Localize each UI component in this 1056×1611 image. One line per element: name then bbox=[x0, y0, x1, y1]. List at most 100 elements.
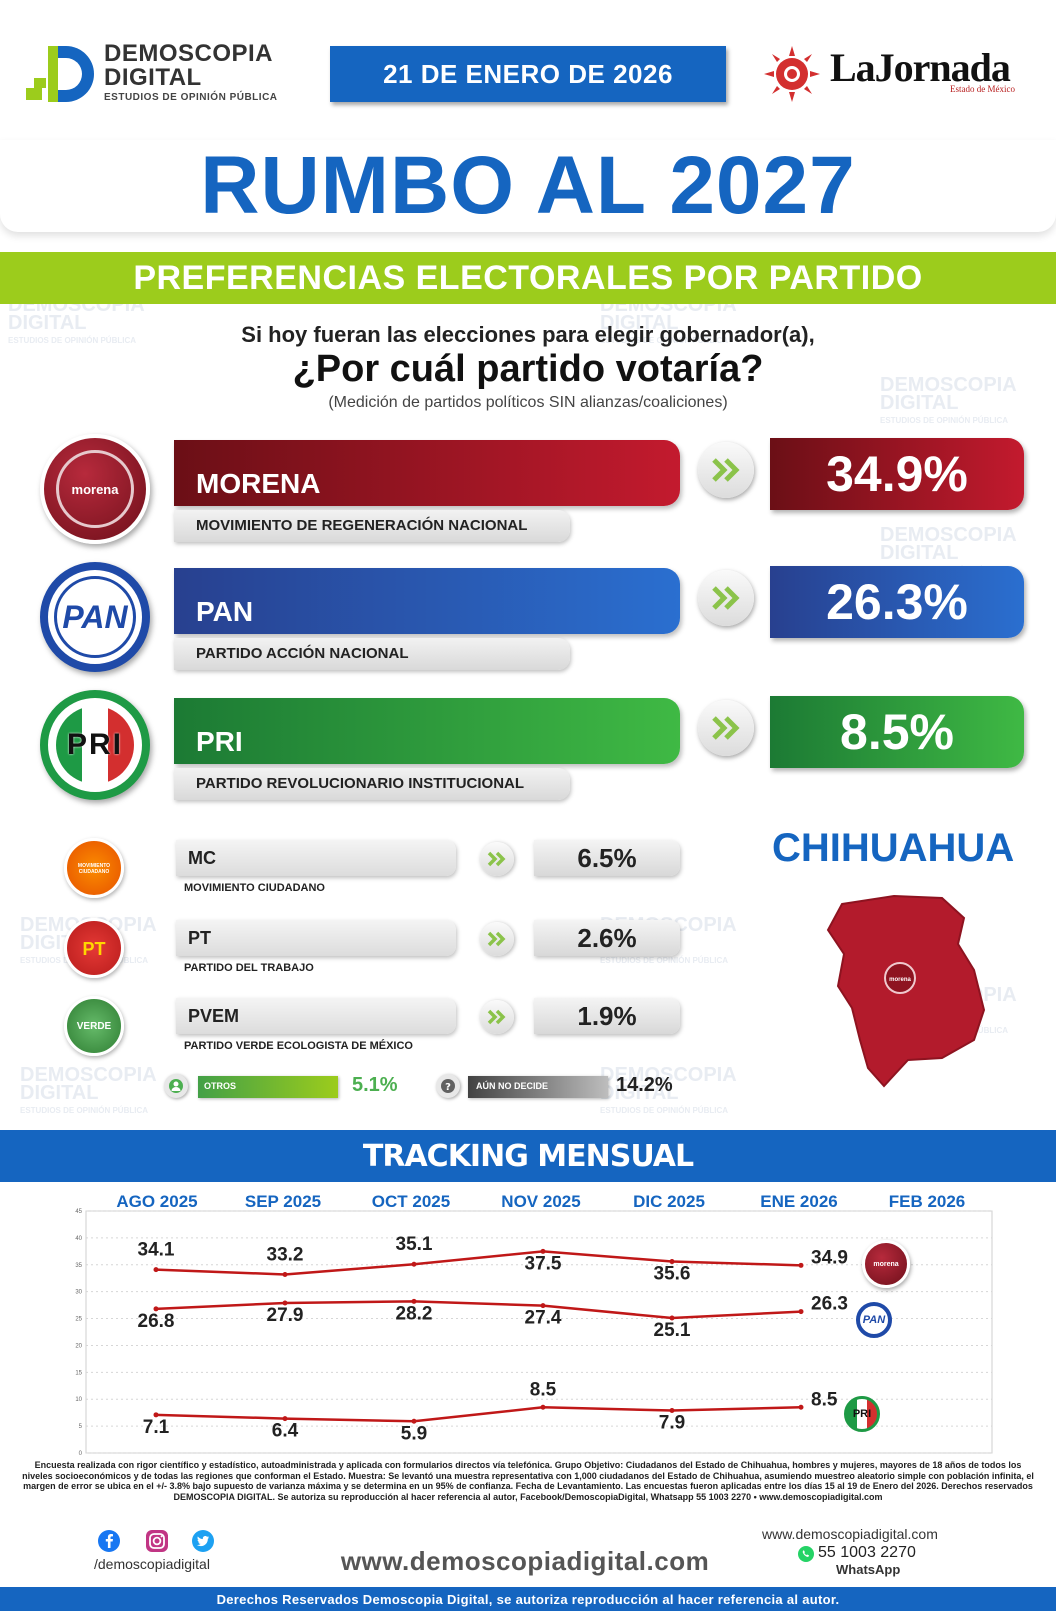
jornada-sun-icon bbox=[764, 46, 820, 102]
question-icon: ? bbox=[436, 1074, 460, 1098]
page-title: RUMBO AL 2027 bbox=[200, 140, 856, 231]
pct-pri: 8.5% bbox=[770, 696, 1024, 768]
bar-pri-name: PARTIDO REVOLUCIONARIO INSTITUCIONAL bbox=[174, 768, 570, 800]
data-label: 7.9 bbox=[659, 1413, 685, 1434]
state-name: CHIHUAHUA bbox=[772, 826, 1015, 870]
partner-sub: Estado de México bbox=[950, 84, 1015, 94]
chevron-right-icon bbox=[480, 842, 514, 876]
data-label: 34.9 bbox=[811, 1247, 848, 1268]
bar-pan-name: PARTIDO ACCIÓN NACIONAL bbox=[174, 638, 570, 670]
series-badge-pan: PAN bbox=[856, 1302, 892, 1338]
series-line-pri bbox=[155, 1406, 802, 1423]
pct-pt: 2.6% bbox=[534, 920, 680, 956]
data-label: 37.5 bbox=[525, 1253, 562, 1274]
pct-pan: 26.3% bbox=[770, 566, 1024, 638]
plot-area bbox=[85, 1210, 993, 1454]
facebook-icon[interactable] bbox=[98, 1530, 120, 1552]
data-label: 26.8 bbox=[138, 1311, 175, 1332]
data-point bbox=[153, 1267, 159, 1273]
mc-logo-icon: MOVIMIENTO CIUDADANO bbox=[64, 838, 124, 898]
pan-logo-icon: PAN bbox=[40, 562, 150, 672]
month-label: FEB 2026 bbox=[888, 1192, 966, 1211]
contact-whatsapp-label: WhatsApp bbox=[836, 1562, 901, 1577]
twitter-icon[interactable] bbox=[192, 1530, 214, 1552]
bar-pan: PAN bbox=[174, 568, 680, 634]
data-label: 27.4 bbox=[525, 1308, 562, 1329]
bar-pt-name: PARTIDO DEL TRABAJO bbox=[184, 962, 314, 974]
series-badge-pri: PRI bbox=[844, 1396, 880, 1432]
y-tick-label: 45 bbox=[75, 1209, 82, 1215]
undecided-label: AÚN NO DECIDE bbox=[468, 1076, 608, 1098]
social-handle[interactable]: /demoscopiadigital bbox=[94, 1556, 210, 1572]
data-label: 8.5 bbox=[530, 1379, 557, 1400]
data-point bbox=[540, 1404, 546, 1410]
whatsapp-icon bbox=[798, 1546, 814, 1562]
y-tick-label: 0 bbox=[79, 1451, 83, 1457]
data-label: 5.9 bbox=[401, 1423, 427, 1444]
instagram-icon[interactable] bbox=[146, 1530, 168, 1552]
series-line-morena bbox=[155, 1250, 802, 1276]
others-value: 5.1% bbox=[352, 1074, 398, 1096]
pan-logo-text: PAN bbox=[54, 576, 136, 658]
report-date: 21 DE ENERO DE 2026 bbox=[330, 46, 726, 102]
bar-pvem: PVEM bbox=[176, 998, 456, 1034]
pvem-logo-icon: VERDE bbox=[64, 996, 124, 1056]
data-point bbox=[282, 1300, 288, 1306]
chevron-right-icon bbox=[480, 922, 514, 956]
data-point bbox=[153, 1306, 159, 1312]
data-label: 35.6 bbox=[654, 1264, 691, 1285]
question-line1: Si hoy fueran las elecciones para elegir… bbox=[241, 322, 815, 347]
website-link[interactable]: www.demoscopiadigital.com bbox=[340, 1546, 710, 1576]
chihuahua-map-icon: morena bbox=[826, 894, 986, 1088]
data-point bbox=[411, 1298, 417, 1304]
map-logo-text: morena bbox=[889, 977, 911, 983]
morena-logo-icon: morena bbox=[40, 434, 150, 544]
question-note: (Medición de partidos políticos SIN alia… bbox=[328, 394, 728, 411]
month-label: DIC 2025 bbox=[633, 1192, 705, 1211]
tracking-line-chart: 0 5 10 15 20 25 30 35 40 45 34.1 33.2 35.1 37.5 35.6 34… bbox=[75, 1209, 993, 1457]
data-point bbox=[411, 1418, 417, 1424]
question-line2: ¿Por cuál partido votaría? bbox=[292, 348, 764, 390]
partner-name: LaJornada bbox=[830, 45, 1011, 90]
pri-logo-text: PRI bbox=[66, 728, 123, 761]
data-point bbox=[153, 1412, 159, 1418]
pct-morena: 34.9% bbox=[770, 438, 1024, 510]
data-point bbox=[411, 1261, 417, 1267]
user-icon bbox=[164, 1074, 188, 1098]
section-title: PREFERENCIAS ELECTORALES POR PARTIDO bbox=[0, 252, 1056, 304]
y-tick-label: 35 bbox=[75, 1263, 82, 1269]
title-card bbox=[0, 140, 1056, 232]
data-point bbox=[282, 1271, 288, 1277]
months-row: AGO 2025 SEP 2025 OCT 2025 NOV 2025 DIC … bbox=[0, 1192, 1056, 1216]
chevron-right-icon bbox=[698, 570, 754, 626]
svg-text:?: ? bbox=[445, 1082, 451, 1093]
rights-bar: Derechos Reservados Demoscopia Digital, … bbox=[0, 1587, 1056, 1611]
brand-tagline: ESTUDIOS DE OPINIÓN PÚBLICA bbox=[104, 92, 278, 103]
y-tick-label: 20 bbox=[75, 1343, 82, 1349]
pvem-logo-text: VERDE bbox=[76, 1021, 112, 1032]
bar-pri: PRI bbox=[174, 698, 680, 764]
pri-logo-icon: PRI bbox=[40, 690, 150, 800]
pct-mc: 6.5% bbox=[534, 840, 680, 876]
data-label: 28.2 bbox=[396, 1303, 433, 1324]
y-tick-label: 40 bbox=[75, 1236, 82, 1242]
data-label: 33.2 bbox=[267, 1244, 304, 1265]
chevron-right-icon bbox=[480, 1000, 514, 1034]
data-point bbox=[540, 1303, 546, 1309]
month-label: OCT 2025 bbox=[371, 1192, 451, 1211]
y-tick-label: 5 bbox=[79, 1424, 83, 1430]
bar-pt: PT bbox=[176, 920, 456, 956]
data-point bbox=[669, 1259, 675, 1265]
demoscopia-logo-icon bbox=[26, 46, 94, 102]
data-point bbox=[798, 1404, 804, 1410]
data-label: 26.3 bbox=[811, 1294, 848, 1315]
data-point bbox=[798, 1262, 804, 1268]
contact-phone[interactable]: 55 1003 2270 bbox=[818, 1544, 916, 1561]
bar-pvem-name: PARTIDO VERDE ECOLOGISTA DE MÉXICO bbox=[184, 1040, 413, 1052]
y-tick-label: 10 bbox=[75, 1397, 82, 1403]
month-label: ENE 2026 bbox=[760, 1192, 838, 1211]
pct-pvem: 1.9% bbox=[534, 998, 680, 1034]
contact-website[interactable]: www.demoscopiadigital.com bbox=[762, 1526, 938, 1542]
